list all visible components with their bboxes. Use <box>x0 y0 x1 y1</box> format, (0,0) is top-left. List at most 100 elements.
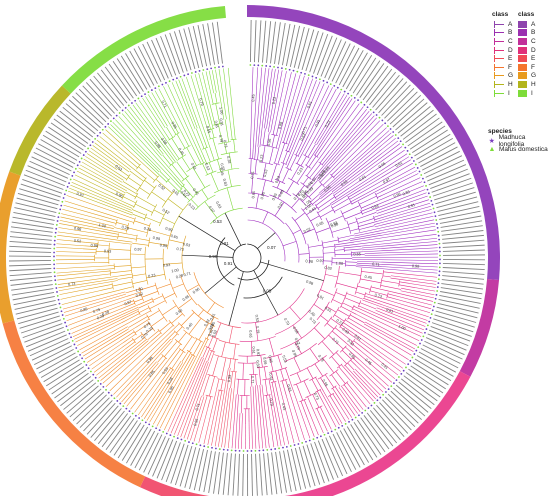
internal-branch <box>209 376 215 397</box>
species-marker <box>73 343 76 346</box>
species-marker <box>249 64 252 66</box>
bootstrap-label: 0.91 <box>380 362 388 370</box>
terminal-branch <box>250 67 254 148</box>
tip-label-text <box>382 399 412 431</box>
tip-label-text <box>360 417 386 453</box>
bootstrap-label: 0.52 <box>294 337 301 345</box>
internal-branch <box>166 126 174 138</box>
tip-label-text <box>349 55 373 92</box>
bootstrap-label: 0.61 <box>324 306 332 313</box>
clade-arc <box>136 182 143 193</box>
internal-branch <box>169 323 180 334</box>
internal-branch <box>139 187 151 195</box>
terminal-branch <box>289 380 311 439</box>
species-marker <box>392 131 395 133</box>
species-marker <box>405 366 407 369</box>
tip-label-text <box>10 226 53 233</box>
clade-arc <box>304 192 312 200</box>
terminal-branch <box>311 111 370 181</box>
tip-label-text <box>379 402 409 434</box>
species-marker <box>416 167 419 169</box>
terminal-branch <box>401 287 435 295</box>
terminal-branch <box>376 195 428 214</box>
internal-branch <box>207 128 211 139</box>
clade-arc <box>316 301 330 321</box>
internal-branch <box>331 226 350 233</box>
terminal-branch <box>390 275 437 282</box>
species-marker <box>433 301 436 304</box>
internal-branch <box>285 367 291 381</box>
species-marker <box>79 353 81 356</box>
internal-branch <box>308 155 317 168</box>
bootstrap-label: 0.71 <box>372 262 380 266</box>
terminal-branch <box>318 117 377 182</box>
tip-label-text <box>428 168 468 186</box>
tip-label-text <box>356 60 381 96</box>
clade-arc <box>143 213 148 221</box>
tip-label-text <box>416 355 454 377</box>
tip-label-text <box>416 138 453 160</box>
tip-label-text <box>72 391 105 421</box>
tip-label-text <box>169 32 184 73</box>
internal-branch <box>277 190 283 199</box>
bootstrap-label: 0.99 <box>292 326 299 334</box>
terminal-branch <box>198 408 209 443</box>
species-marker <box>265 65 268 67</box>
terminal-branch <box>102 341 152 384</box>
species-marker <box>315 76 318 79</box>
clade-arc <box>177 154 187 160</box>
tip-label-text <box>19 315 60 329</box>
internal-branch <box>276 120 281 136</box>
species-marker <box>211 446 213 449</box>
terminal-branch <box>360 159 411 191</box>
species-marker <box>344 422 347 425</box>
species-marker <box>363 103 366 106</box>
clade-arc <box>152 175 160 183</box>
species-marker <box>429 316 432 319</box>
terminal-branch <box>118 116 174 177</box>
internal-branch <box>181 336 193 351</box>
clade-arc <box>205 160 214 165</box>
clade-arc <box>350 338 356 345</box>
bootstrap-label: 0.61 <box>307 101 314 109</box>
internal-branch <box>317 204 331 214</box>
species-marker <box>54 231 57 234</box>
clade-arc <box>285 222 300 263</box>
species-marker <box>427 192 430 195</box>
species-marker <box>304 73 306 75</box>
species-marker <box>53 275 56 278</box>
internal-branch <box>316 408 325 425</box>
terminal-branch <box>186 395 202 440</box>
tip-label-text <box>309 32 324 73</box>
color-swatch <box>518 63 527 71</box>
legend-swatch-e: E <box>518 54 536 63</box>
clade-arc <box>217 321 241 329</box>
terminal-branch <box>221 387 230 448</box>
species-marker <box>128 410 131 413</box>
species-marker <box>408 153 411 156</box>
clade-arc <box>239 336 276 342</box>
legend-swatch-label: E <box>531 55 536 63</box>
terminal-branch <box>338 409 346 422</box>
tip-label-text <box>9 260 52 262</box>
tip-label-text <box>331 43 351 82</box>
species-marker <box>399 140 402 143</box>
species-marker <box>254 449 257 452</box>
legend-class-label: C <box>508 37 513 45</box>
terminal-branch <box>102 132 128 155</box>
species-marker <box>53 239 56 242</box>
tip-label-text <box>125 53 148 90</box>
tip-label-text <box>405 372 441 398</box>
species-marker <box>73 171 75 174</box>
clade-arc <box>274 296 320 335</box>
terminal-branch <box>159 350 201 429</box>
internal-branch <box>303 380 311 396</box>
clade-arc <box>178 322 185 329</box>
tip-label-text <box>46 362 82 387</box>
internal-branch <box>197 149 204 164</box>
tip-label-text <box>197 25 208 67</box>
tip-label-text <box>42 134 80 158</box>
terminal-branch <box>66 297 134 321</box>
internal-branch <box>306 160 318 177</box>
